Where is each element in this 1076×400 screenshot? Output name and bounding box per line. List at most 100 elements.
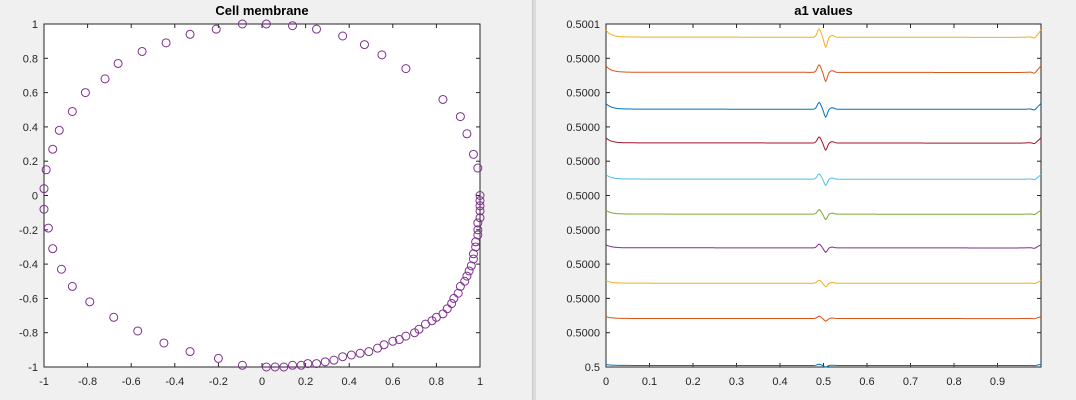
data-point	[355, 348, 365, 358]
data-point	[48, 244, 58, 254]
data-point	[261, 19, 271, 29]
data-point	[338, 352, 348, 362]
data-point	[67, 106, 77, 116]
series-line-2	[605, 315, 1042, 322]
data-point	[379, 340, 389, 350]
x-tick-label: 0.4	[342, 376, 357, 388]
x-tick-label: 0.9	[990, 376, 1005, 388]
y-tick-label: -0.6	[19, 293, 38, 305]
data-point	[468, 149, 478, 159]
right-figure-panel: a1 values 0 0.1 0.2 0.3 0.4 0.5 0.6 0.7 0.8 0.9 0.5…	[536, 0, 1076, 400]
data-point	[438, 94, 448, 104]
series-line-7	[605, 136, 1042, 151]
data-point	[453, 288, 463, 298]
series-line-8	[605, 101, 1042, 119]
x-tick-label: -1	[39, 376, 49, 388]
chart-title: a1 values	[794, 3, 853, 18]
x-tick-label: 0.2	[298, 376, 313, 388]
y-tick-label: 0.5	[585, 362, 600, 374]
data-point	[466, 261, 476, 271]
data-point	[279, 362, 289, 372]
x-tick-label: -0.4	[165, 376, 184, 388]
data-point	[346, 350, 356, 360]
data-point	[473, 230, 483, 240]
data-point	[462, 129, 472, 139]
data-point	[475, 213, 485, 223]
data-point	[414, 324, 424, 334]
x-tick-label: -0.6	[122, 376, 141, 388]
data-point	[449, 293, 459, 303]
y-tick-label: 0.5000	[566, 156, 600, 168]
data-point	[475, 201, 485, 211]
cell-membrane-chart: Cell membrane -1 -0.8 -0.6 -0.4 -0.2 0 0.2 0.4 0.…	[19, 3, 485, 388]
x-tick-label: 0	[259, 376, 265, 388]
data-point	[312, 359, 321, 369]
data-point	[161, 38, 171, 48]
y-tick-label: 0.5001	[566, 19, 600, 31]
y-tick-label: 0	[32, 191, 38, 203]
data-point	[39, 184, 49, 194]
left-figure-panel: Cell membrane -1 -0.8 -0.6 -0.4 -0.2 0 0.2 0.4 0.…	[0, 0, 532, 400]
y-tick-label: 0.5000	[566, 88, 600, 100]
series-line-1	[605, 363, 1042, 368]
data-point	[475, 206, 485, 216]
data-point	[473, 218, 483, 228]
data-point	[185, 29, 195, 39]
data-point	[48, 144, 58, 154]
series-line-6	[605, 173, 1042, 187]
x-tick-label: 0.7	[903, 376, 918, 388]
y-tick-label: -1	[28, 362, 38, 374]
data-point	[67, 281, 77, 291]
data-point	[442, 304, 452, 314]
x-tick-label: 1	[477, 376, 483, 388]
data-point	[464, 266, 474, 276]
data-point	[473, 225, 483, 235]
data-point	[80, 88, 90, 98]
chart-title: Cell membrane	[215, 3, 308, 18]
y-tick-label: 0.2	[23, 156, 38, 168]
data-point	[270, 362, 280, 372]
data-point	[471, 237, 481, 247]
data-point	[460, 276, 470, 286]
a1-values-chart: a1 values 0 0.1 0.2 0.3 0.4 0.5 0.6 0.7 0.8 0.9 0.5…	[566, 3, 1042, 388]
data-point	[41, 165, 51, 175]
x-tick-label: 0.5	[816, 376, 831, 388]
data-point	[455, 112, 465, 122]
x-tick-label: 0	[603, 376, 609, 388]
data-point	[475, 191, 485, 200]
data-point	[462, 271, 472, 281]
data-point	[401, 64, 411, 74]
data-point	[39, 204, 49, 214]
data-point	[303, 359, 313, 369]
x-tick-label: 0.1	[642, 376, 657, 388]
plot-area	[43, 23, 481, 368]
series-line-9	[605, 64, 1042, 83]
x-tick-label: -0.2	[209, 376, 228, 388]
data-point	[237, 19, 247, 29]
data-point	[288, 21, 298, 31]
x-tick-label: 0.8	[946, 376, 961, 388]
data-point	[288, 360, 298, 370]
y-tick-label: 0.5000	[566, 53, 600, 65]
data-point	[237, 360, 247, 370]
data-point	[364, 347, 374, 357]
data-point	[471, 242, 481, 252]
series-line-10	[605, 28, 1042, 49]
data-point	[438, 309, 448, 319]
y-tick-label: 0.5000	[566, 259, 600, 271]
x-tick-label: -0.8	[78, 376, 97, 388]
y-tick-label: 1	[32, 19, 38, 31]
data-point	[473, 163, 483, 173]
data-point	[455, 281, 465, 291]
data-point	[56, 264, 66, 274]
panel-divider[interactable]	[532, 0, 536, 400]
data-point	[100, 74, 110, 84]
y-tick-label: 0.8	[23, 53, 38, 65]
series-line-5	[605, 208, 1042, 221]
data-point	[185, 347, 195, 357]
x-tick-label: 0.2	[685, 376, 700, 388]
series-line-4	[605, 243, 1042, 253]
plot-area	[605, 23, 1042, 368]
data-point	[137, 46, 147, 56]
data-point	[43, 223, 53, 233]
